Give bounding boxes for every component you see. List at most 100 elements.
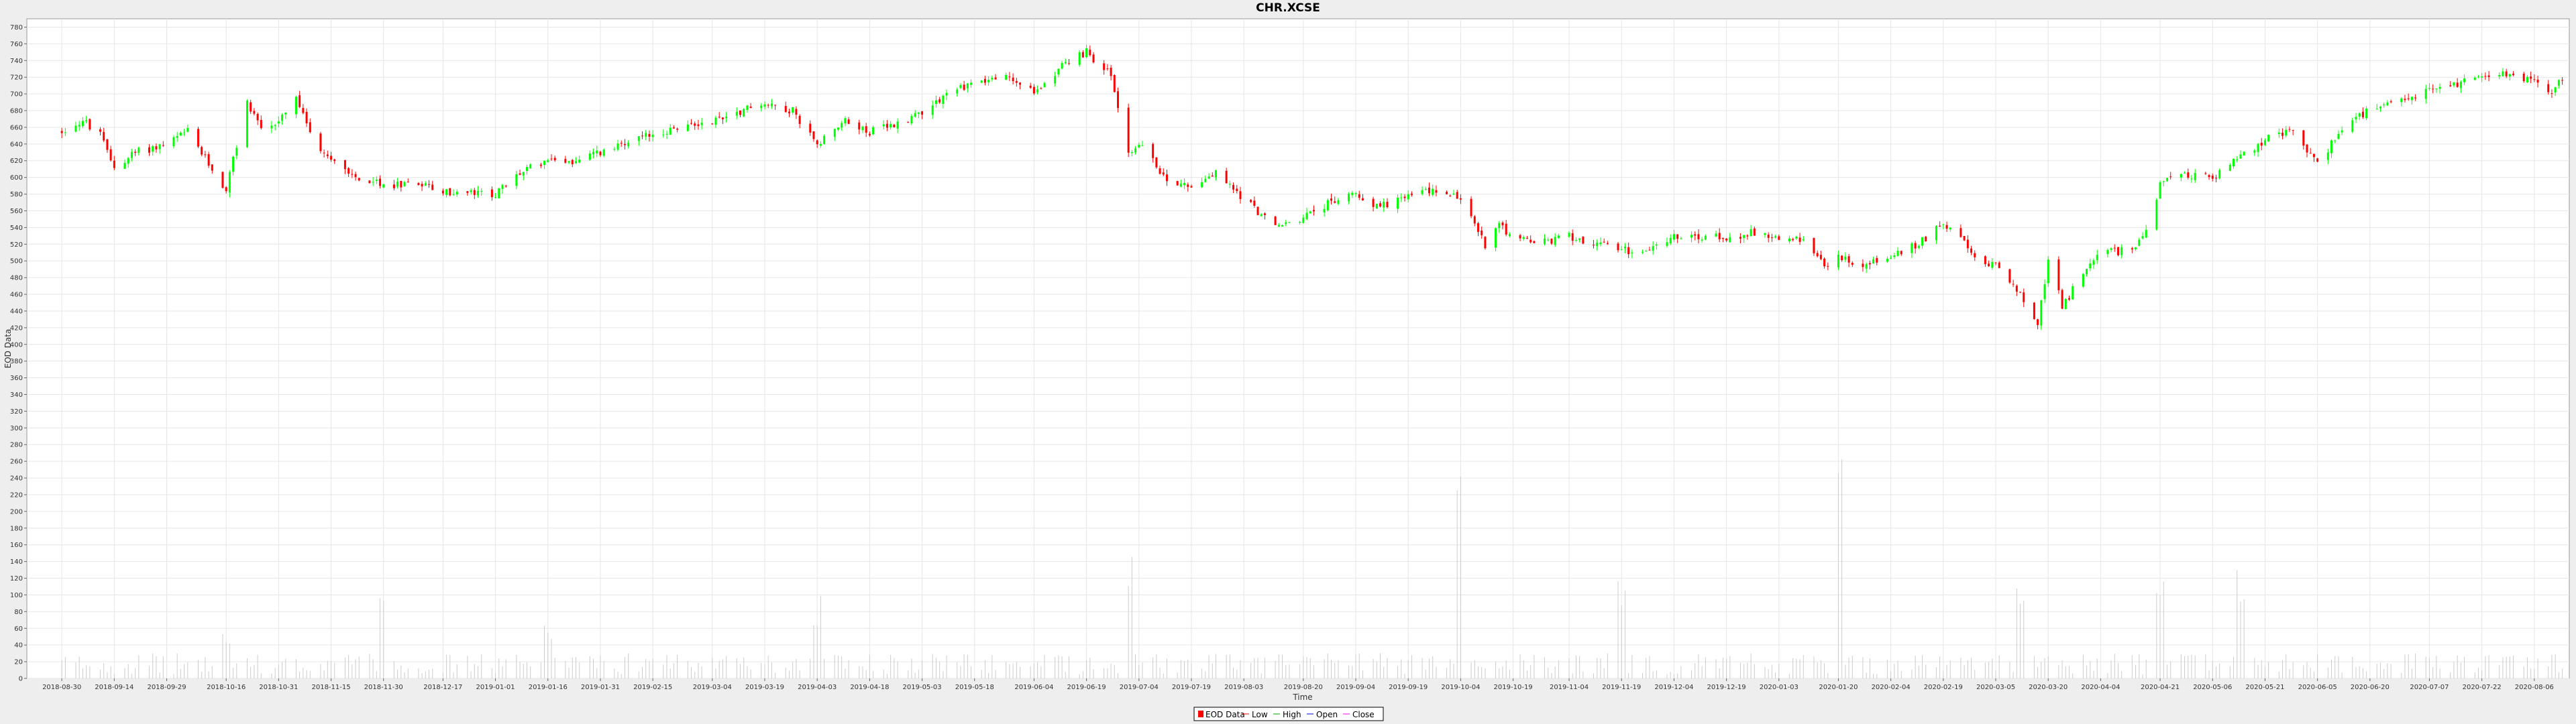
candle-body	[1211, 175, 1214, 177]
candle-body	[861, 127, 864, 131]
y-tick-label: 540	[10, 225, 23, 232]
candle-body	[106, 139, 109, 150]
candle-body	[641, 135, 644, 137]
candle-body	[2082, 274, 2084, 287]
candle-body	[1179, 183, 1182, 187]
candle-body	[1988, 263, 1990, 267]
candle-body	[351, 174, 354, 175]
candle-body	[246, 101, 248, 147]
candle-body	[1921, 237, 1924, 246]
candle-body	[599, 152, 602, 156]
candle-body	[2547, 84, 2550, 93]
candle-body	[746, 105, 749, 111]
candle-body	[966, 83, 969, 88]
candle-body	[1900, 251, 1902, 255]
candle-body	[844, 118, 847, 124]
candle-body	[711, 123, 714, 125]
candle-body	[1379, 203, 1382, 206]
candle-body	[1652, 246, 1654, 251]
candle-body	[1746, 235, 1749, 237]
candle-body	[1844, 256, 1847, 260]
y-axis: 0 20 40 60 80 100 120 140 160 180 200 220 240 260 280 3…	[10, 24, 27, 683]
candle-body	[2257, 143, 2259, 152]
candle-body	[1966, 239, 1969, 249]
candle-body	[2326, 152, 2329, 160]
candle-body	[2424, 88, 2427, 99]
candle-body	[1386, 201, 1389, 208]
candle-body	[250, 102, 252, 112]
candle-body	[837, 127, 839, 130]
y-tick-label: 480	[10, 275, 23, 282]
candle-body	[1375, 204, 1378, 208]
candle-body	[1089, 50, 1091, 56]
candle-body	[1508, 234, 1511, 237]
candle-body	[1305, 213, 1308, 219]
candle-body	[2554, 87, 2557, 93]
candle-body	[1721, 237, 1724, 239]
candle-body	[1501, 222, 1504, 226]
x-tick-label: 2019-03-04	[693, 684, 732, 691]
x-tick-label: 2019-02-15	[633, 684, 672, 691]
x-tick-label: 2019-06-19	[1067, 684, 1106, 691]
candle-body	[1718, 233, 1721, 240]
x-tick-label: 2020-04-04	[2081, 684, 2120, 691]
candle-body	[1851, 263, 1854, 265]
candle-body	[1057, 68, 1060, 75]
volume-bars	[61, 459, 2563, 678]
candle-body	[1778, 236, 1780, 240]
candle-body	[1701, 239, 1703, 241]
x-tick-label: 2018-09-29	[147, 684, 186, 691]
candle-body	[1127, 107, 1130, 153]
candle-body	[798, 115, 801, 124]
candle-body	[1162, 172, 1165, 175]
x-tick-label: 2018-10-31	[259, 684, 298, 691]
candle-body	[2481, 76, 2483, 78]
candle-body	[2341, 130, 2343, 133]
candle-body	[2061, 290, 2063, 309]
candle-body	[1281, 225, 1284, 227]
candle-body	[1130, 152, 1133, 154]
candle-body	[2194, 173, 2196, 180]
candle-body	[2243, 152, 2245, 156]
candle-body	[2047, 259, 2049, 284]
candle-body	[1008, 76, 1011, 78]
x-tick-label: 2019-09-04	[1336, 684, 1375, 691]
candle-body	[441, 190, 444, 194]
candle-body	[449, 188, 451, 196]
candle-body	[2012, 284, 2015, 285]
candle-body	[2165, 178, 2168, 181]
y-tick-label: 560	[10, 208, 23, 215]
candle-body	[735, 111, 738, 116]
candle-body	[375, 179, 378, 181]
x-tick-label: 2020-02-19	[1924, 684, 1963, 691]
candle-body	[1225, 170, 1228, 184]
candle-body	[130, 152, 133, 158]
candle-body	[204, 154, 207, 156]
candle-body	[1865, 263, 1868, 269]
candle-body	[1166, 174, 1169, 182]
candle-body	[232, 156, 235, 172]
candle-body	[99, 129, 101, 132]
candle-body	[1403, 196, 1406, 198]
candle-body	[1544, 238, 1546, 244]
candle-body	[547, 160, 549, 162]
candle-body	[197, 129, 199, 147]
candle-body	[455, 191, 458, 195]
candle-body	[1495, 228, 1497, 248]
legend-item-open: Open	[1316, 710, 1338, 719]
candle-body	[1260, 214, 1263, 217]
candle-body	[1481, 230, 1483, 235]
chart-title: CHR.XCSE	[1256, 1, 1320, 15]
candle-body	[1750, 229, 1752, 237]
candle-body	[564, 159, 567, 163]
candle-body	[113, 160, 115, 168]
candle-body	[1729, 237, 1731, 243]
candle-body	[2260, 142, 2263, 146]
candle-body	[519, 173, 521, 175]
candle-body	[2159, 182, 2161, 199]
candle-body	[2277, 132, 2280, 134]
candle-body	[431, 184, 434, 190]
x-tick-label: 2019-04-03	[798, 684, 837, 691]
candle-body	[2187, 172, 2190, 178]
candle-body	[155, 146, 158, 149]
